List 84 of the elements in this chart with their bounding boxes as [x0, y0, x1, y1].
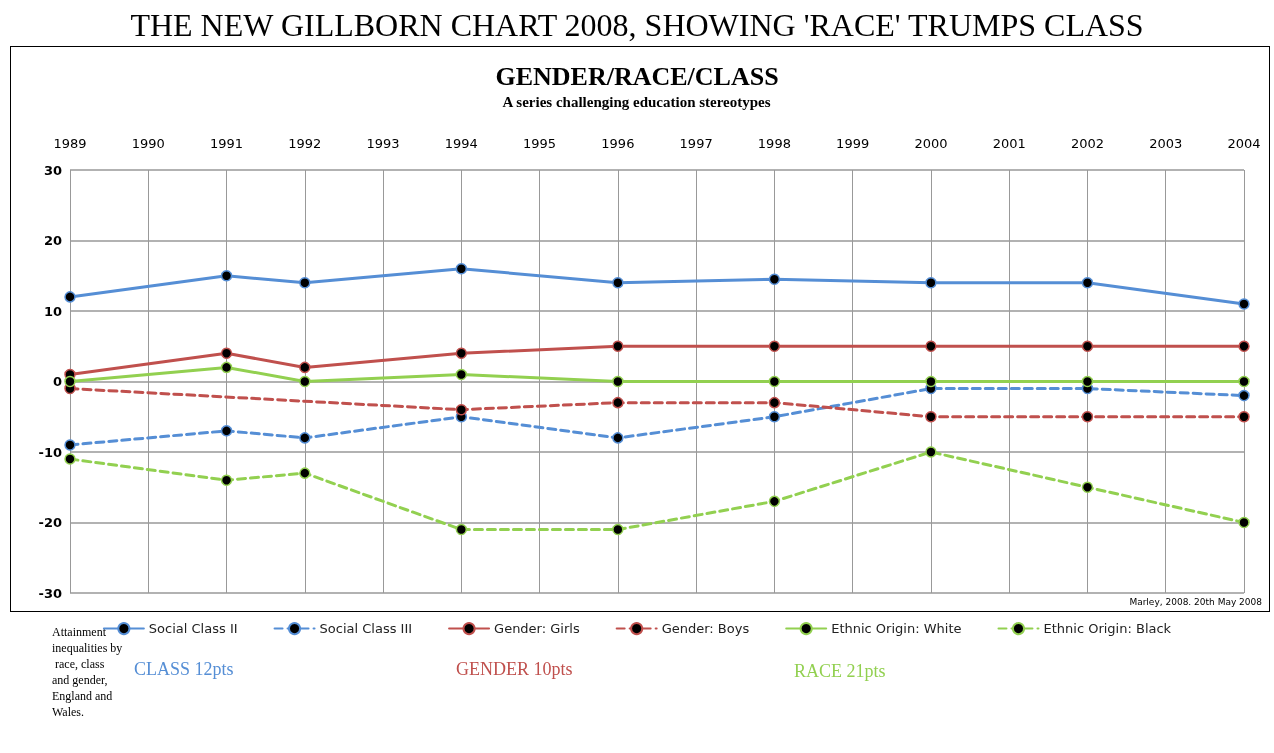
point	[455, 368, 468, 381]
point	[64, 375, 76, 388]
point	[299, 361, 311, 374]
point	[455, 403, 468, 416]
point	[925, 340, 937, 352]
point	[1238, 375, 1250, 388]
point	[1238, 340, 1250, 352]
legend-label: Social Class III	[319, 621, 413, 637]
x-tick-label: 2002	[1070, 136, 1105, 151]
point	[612, 375, 624, 388]
x-tick-label: 1996	[601, 136, 635, 151]
point	[220, 347, 233, 360]
text: Attainment inequalities by race, class and gender, England and Wales.	[52, 625, 123, 719]
point	[1081, 481, 1094, 493]
point	[220, 425, 233, 437]
point	[455, 262, 468, 275]
legend-label: Gender: Boys	[661, 621, 750, 637]
point	[220, 270, 233, 282]
point	[612, 277, 624, 289]
x-tick-label: 1990	[131, 136, 165, 151]
point	[768, 340, 781, 352]
x-tick-label: 1991	[209, 136, 244, 151]
y-tick-label: 0	[52, 374, 62, 389]
point	[768, 375, 781, 388]
x-tick-label: 2004	[1227, 136, 1261, 151]
x-tick-label: 1995	[523, 136, 557, 151]
point	[1081, 340, 1094, 352]
point	[768, 273, 781, 286]
x-tick-label: 2001	[992, 136, 1026, 151]
point	[299, 277, 311, 289]
point	[220, 361, 233, 374]
point	[612, 396, 624, 409]
point	[925, 411, 937, 423]
point	[64, 439, 76, 451]
point	[220, 474, 233, 486]
point	[612, 340, 624, 352]
y-tick-label: -10	[38, 444, 62, 460]
point	[299, 375, 311, 388]
text: Marley, 2008. 20th May 2008	[1129, 596, 1263, 607]
point	[1081, 375, 1094, 388]
point	[612, 523, 624, 536]
x-tick-label: 1997	[679, 136, 713, 151]
chart-title: THE NEW GILLBORN CHART 2008, SHOWING 'RACE' TRUMPS CLASS	[130, 7, 1144, 43]
text: RACE 21pts	[794, 661, 886, 681]
chart-subtitle: GENDER/RACE/CLASS	[495, 61, 779, 91]
text: CLASS 12pts	[134, 659, 234, 679]
x-tick-label: 1998	[757, 136, 791, 151]
point	[768, 495, 781, 508]
text: A series challenging education stereotypes	[502, 93, 771, 110]
point	[925, 446, 937, 458]
point	[768, 411, 781, 423]
x-tick-label: 2000	[914, 136, 948, 151]
point	[455, 523, 468, 536]
point	[1238, 516, 1250, 529]
point	[925, 375, 937, 388]
text: GENDER 10pts	[456, 659, 573, 679]
point	[299, 467, 311, 479]
x-tick-label: 1994	[444, 136, 478, 151]
legend-label: Ethnic Origin: White	[831, 621, 962, 637]
point	[1238, 389, 1250, 402]
y-tick-label: 30	[43, 162, 62, 178]
y-tick-label: -30	[38, 585, 62, 601]
point	[1238, 411, 1250, 423]
point	[1238, 298, 1250, 310]
y-tick-label: -20	[38, 515, 62, 530]
point	[612, 432, 624, 444]
legend-label: Gender: Girls	[494, 621, 580, 637]
point	[64, 453, 76, 465]
point	[64, 291, 76, 303]
legend-label: Social Class II	[148, 621, 238, 637]
y-tick-label: 10	[43, 303, 62, 319]
point	[455, 347, 468, 360]
point	[925, 277, 937, 289]
x-tick-label: 1992	[288, 136, 322, 151]
x-tick-label: 2003	[1149, 136, 1183, 151]
point	[1081, 411, 1094, 423]
point	[299, 432, 311, 444]
y-tick-label: 20	[43, 233, 62, 248]
x-tick-label: 1989	[53, 136, 87, 151]
x-tick-label: 1999	[836, 136, 870, 151]
point	[768, 396, 781, 409]
point	[1081, 277, 1094, 289]
legend-label: Ethnic Origin: Black	[1043, 621, 1172, 637]
x-tick-label: 1993	[366, 136, 400, 151]
